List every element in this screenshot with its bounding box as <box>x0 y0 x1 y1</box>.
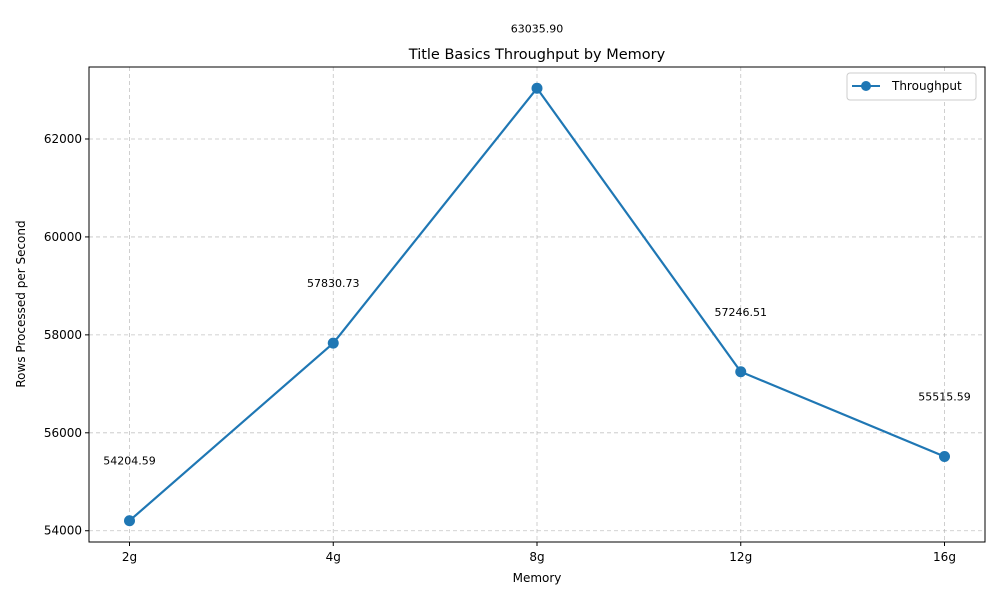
data-labels: 54204.59 57830.73 63035.90 57246.51 55515.59 <box>103 22 971 467</box>
x-tick-label: 12g <box>729 550 752 564</box>
legend-label: Throughput <box>891 79 962 93</box>
y-axis: 54000 56000 58000 60000 62000 <box>44 132 89 538</box>
chart-title: Title Basics Throughput by Memory <box>408 47 666 63</box>
legend[interactable]: Throughput <box>846 72 977 101</box>
data-point[interactable] <box>735 366 747 378</box>
data-label: 54204.59 <box>103 455 156 468</box>
x-axis-title: Memory <box>513 571 562 585</box>
data-label: 57246.51 <box>715 306 768 319</box>
legend-box <box>846 72 977 101</box>
y-tick-label: 54000 <box>44 524 82 538</box>
y-tick-label: 62000 <box>44 132 82 146</box>
data-label: 63035.90 <box>511 22 564 35</box>
data-point[interactable] <box>939 451 950 463</box>
data-point[interactable] <box>327 337 339 349</box>
x-tick-label: 8g <box>529 550 544 564</box>
data-point[interactable] <box>124 515 135 527</box>
x-tick-label: 16g <box>933 550 956 564</box>
data-label: 55515.59 <box>918 391 971 404</box>
data-label: 57830.73 <box>307 277 360 290</box>
legend-point-marker <box>861 81 871 91</box>
series-throughput <box>124 82 950 527</box>
y-tick-label: 58000 <box>44 328 82 342</box>
y-axis-title: Rows Processed per Second <box>14 220 28 387</box>
x-axis: 2g 4g 8g 12g 16g <box>122 542 956 564</box>
data-point[interactable] <box>531 82 543 94</box>
x-tick-label: 4g <box>326 550 341 564</box>
x-tick-label: 2g <box>122 550 137 564</box>
y-tick-label: 56000 <box>44 426 82 440</box>
y-tick-label: 60000 <box>44 230 82 244</box>
grid <box>89 67 985 542</box>
